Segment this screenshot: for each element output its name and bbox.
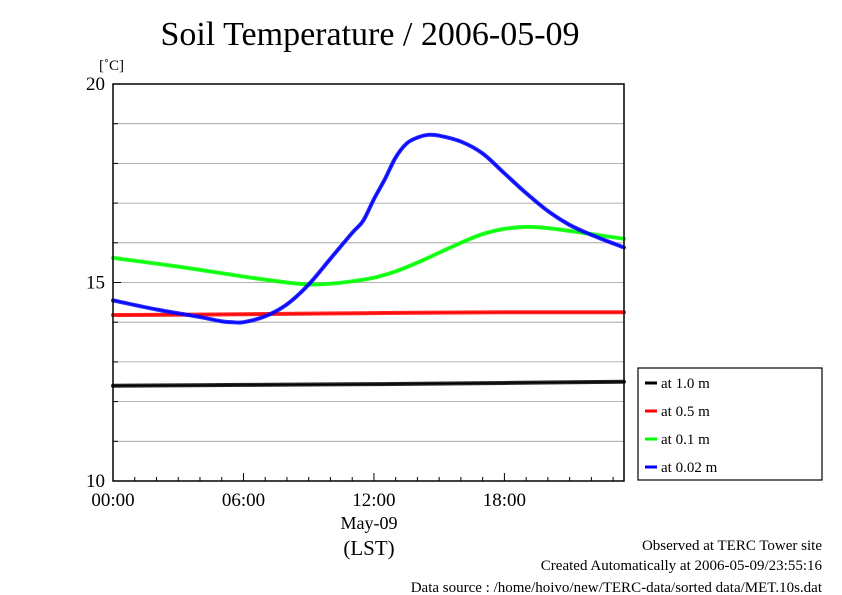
x-tick-label: 18:00 [483, 490, 526, 511]
series-line-core-3 [112, 134, 625, 324]
legend-label: at 0.1 m [661, 432, 710, 448]
y-tick-label: 15 [86, 273, 105, 294]
x-axis-label: (LST) [343, 536, 394, 560]
series-line-2 [111, 224, 626, 287]
y-tick-label: 10 [86, 471, 105, 492]
footer-data-source: Data source : /home/hoivo/new/TERC-data/… [411, 580, 823, 595]
gridlines [113, 123, 624, 442]
x-tick-label: 06:00 [222, 490, 265, 511]
axis-ticks: 10 15 20 00:00 06:00 12:00 18:00 [86, 74, 614, 511]
footer-created: Created Automatically at 2006-05-09/23:5… [541, 558, 823, 574]
chart-title: Soil Temperature / 2006-05-09 [160, 16, 579, 53]
series-lines [111, 132, 626, 388]
y-unit-label: [˚C] [99, 58, 124, 74]
y-tick-label: 20 [86, 74, 105, 95]
legend-label: at 0.5 m [661, 404, 710, 420]
legend-label: at 1.0 m [661, 376, 710, 392]
series-line-core-0 [112, 381, 625, 387]
legend-box [637, 367, 823, 481]
footer-site: Observed at TERC Tower site [642, 538, 822, 554]
x-date-label: May-09 [341, 513, 398, 533]
x-tick-label: 12:00 [352, 490, 395, 511]
legend-label: at 0.02 m [661, 460, 718, 476]
legend: at 1.0 m at 0.5 m at 0.1 m at 0.02 m [645, 376, 718, 476]
series-line-core-2 [112, 226, 625, 286]
x-tick-label: 00:00 [91, 490, 134, 511]
